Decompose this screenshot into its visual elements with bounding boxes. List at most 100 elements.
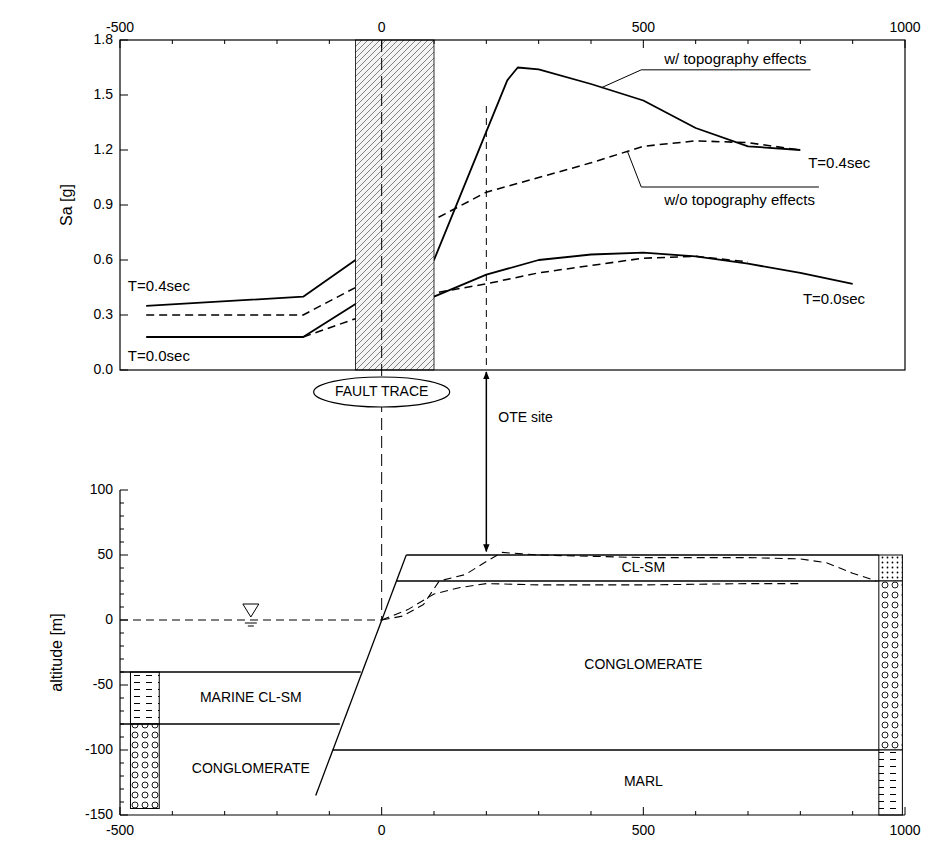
water-level-tick bbox=[245, 623, 257, 624]
y-axis bbox=[119, 490, 120, 815]
y-tick bbox=[120, 815, 128, 816]
y-minor-tick bbox=[120, 724, 124, 725]
y-minor-tick bbox=[120, 672, 124, 673]
y-tick-label: 0.6 bbox=[94, 251, 114, 267]
x-minor-tick bbox=[224, 40, 225, 44]
water-level-tick bbox=[248, 626, 254, 627]
x-minor-tick bbox=[852, 40, 853, 44]
y-minor-tick bbox=[120, 529, 124, 530]
y-minor-tick bbox=[120, 737, 124, 738]
layer-label: CONGLOMERATE bbox=[192, 760, 310, 776]
fault-trace-label: FAULT TRACE bbox=[335, 383, 428, 399]
series-line bbox=[146, 253, 853, 337]
x-minor-tick bbox=[591, 40, 592, 44]
y-minor-tick bbox=[120, 581, 124, 582]
y-minor-tick bbox=[120, 646, 124, 647]
x-minor-tick bbox=[800, 40, 801, 44]
layer-label: MARINE CL-SM bbox=[200, 689, 302, 705]
soil-column bbox=[130, 724, 159, 809]
annotation-leader bbox=[601, 70, 641, 88]
y-tick-label: 1.2 bbox=[94, 141, 114, 157]
x-tick bbox=[120, 807, 121, 815]
series-line bbox=[332, 749, 878, 750]
x-tick bbox=[643, 40, 644, 48]
y-tick-label: 0.9 bbox=[94, 196, 114, 212]
y-tick bbox=[120, 40, 128, 41]
x-tick bbox=[905, 40, 906, 48]
soil-column bbox=[130, 672, 159, 724]
x-tick bbox=[643, 807, 644, 815]
y-tick-label: -150 bbox=[85, 806, 113, 822]
y-minor-tick bbox=[120, 711, 124, 712]
y-minor-tick bbox=[120, 607, 124, 608]
x-tick bbox=[381, 807, 382, 815]
x-minor-tick bbox=[800, 811, 801, 815]
x-minor-tick bbox=[172, 40, 173, 44]
x-tick-label: 1000 bbox=[889, 822, 920, 838]
y-tick bbox=[120, 685, 128, 686]
soil-column bbox=[879, 750, 903, 815]
annotation-rule bbox=[641, 187, 819, 188]
y-minor-tick bbox=[120, 659, 124, 660]
frame bbox=[120, 40, 905, 370]
y-minor-tick bbox=[120, 802, 124, 803]
x-minor-tick bbox=[852, 811, 853, 815]
series-line bbox=[120, 671, 361, 672]
y-minor-tick bbox=[120, 776, 124, 777]
x-minor-tick bbox=[591, 811, 592, 815]
soil-column bbox=[879, 555, 903, 581]
annotation: T=0.4sec bbox=[808, 154, 871, 171]
y-tick bbox=[120, 95, 128, 96]
y-axis-title: Sa [g] bbox=[58, 184, 75, 226]
layer-label: CL-SM bbox=[622, 559, 666, 575]
x-minor-tick bbox=[434, 811, 435, 815]
fault-trace-ellipse bbox=[314, 377, 450, 407]
x-minor-tick bbox=[329, 40, 330, 44]
x-minor-tick bbox=[538, 40, 539, 44]
annotation-rule bbox=[641, 69, 810, 70]
y-minor-tick bbox=[120, 763, 124, 764]
x-minor-tick bbox=[748, 40, 749, 44]
annotation-leader bbox=[628, 152, 642, 187]
ote-label: OTE site bbox=[498, 409, 553, 425]
series-line bbox=[396, 580, 879, 581]
x-tick-label: 500 bbox=[632, 19, 656, 35]
y-tick-label: 100 bbox=[90, 481, 114, 497]
x-minor-tick bbox=[486, 40, 487, 44]
annotation: T=0.4sec bbox=[128, 277, 191, 294]
x-minor-tick bbox=[172, 811, 173, 815]
layer-label: MARL bbox=[624, 773, 663, 789]
y-tick bbox=[120, 370, 128, 371]
x-minor-tick bbox=[277, 40, 278, 44]
annotation: w/o topography effects bbox=[663, 191, 815, 208]
y-tick bbox=[120, 205, 128, 206]
y-tick bbox=[120, 315, 128, 316]
y-tick bbox=[120, 150, 128, 151]
ote-arrow bbox=[486, 372, 488, 551]
x-minor-tick bbox=[695, 811, 696, 815]
y-tick-label: 1.5 bbox=[94, 86, 114, 102]
x-tick bbox=[120, 40, 121, 48]
x-minor-tick bbox=[277, 811, 278, 815]
x-minor-tick bbox=[538, 811, 539, 815]
y-tick-label: -50 bbox=[93, 676, 113, 692]
y-minor-tick bbox=[120, 503, 124, 504]
y-tick-label: -100 bbox=[85, 741, 113, 757]
y-minor-tick bbox=[120, 516, 124, 517]
annotation: T=0.0sec bbox=[128, 347, 191, 364]
ote-line bbox=[486, 106, 487, 370]
x-tick-label: 0 bbox=[378, 822, 386, 838]
y-minor-tick bbox=[120, 594, 124, 595]
series-line bbox=[120, 619, 382, 620]
series-line bbox=[406, 554, 879, 555]
y-tick bbox=[120, 490, 128, 491]
y-minor-tick bbox=[120, 789, 124, 790]
x-minor-tick bbox=[329, 811, 330, 815]
upper-series bbox=[146, 68, 853, 338]
water-level-symbol bbox=[243, 604, 259, 617]
x-minor-tick bbox=[224, 811, 225, 815]
x-tick-label: 0 bbox=[378, 19, 386, 35]
layer-label: CONGLOMERATE bbox=[584, 656, 702, 672]
x-minor-tick bbox=[695, 40, 696, 44]
y-minor-tick bbox=[120, 698, 124, 699]
